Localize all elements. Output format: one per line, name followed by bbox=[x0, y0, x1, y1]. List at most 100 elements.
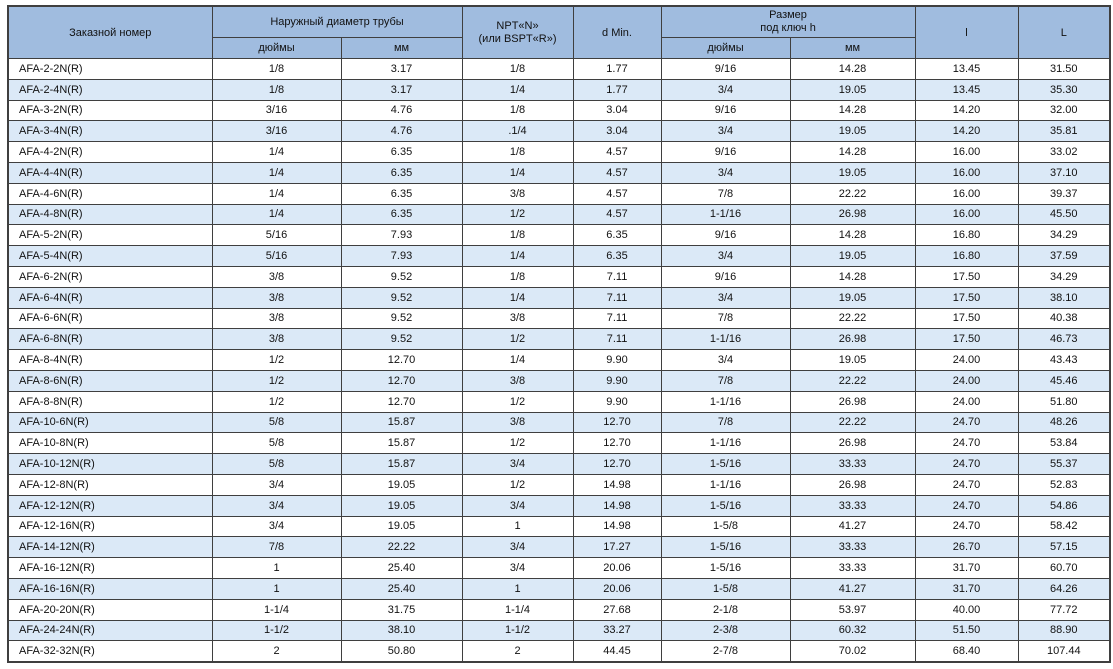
header-l-lower: l bbox=[914, 5, 1019, 59]
value-cell: 24.70 bbox=[914, 515, 1019, 538]
value-cell: 2 bbox=[461, 640, 574, 663]
value-cell: 1/4 bbox=[461, 161, 574, 184]
order-number-cell: AFA-6-6N(R) bbox=[7, 307, 213, 330]
value-cell: 1-1/16 bbox=[660, 203, 791, 226]
table-row: AFA-6-6N(R) 3/8 9.52 3/8 7.11 7/8 22.22 17.50 40… bbox=[7, 307, 1111, 330]
value-cell: 3/8 bbox=[211, 307, 342, 330]
value-cell: 9.90 bbox=[572, 369, 662, 392]
header-outer-diameter-inches: дюймы bbox=[211, 37, 342, 59]
order-number-cell: AFA-10-12N(R) bbox=[7, 453, 213, 475]
value-cell: 22.22 bbox=[789, 411, 916, 434]
value-cell: 57.15 bbox=[1017, 536, 1111, 559]
value-cell: 40.00 bbox=[914, 598, 1019, 621]
value-cell: 22.22 bbox=[789, 307, 916, 330]
value-cell: 107.44 bbox=[1017, 640, 1111, 663]
value-cell: 16.00 bbox=[914, 141, 1019, 163]
table-row: AFA-24-24N(R) 1-1/2 38.10 1-1/2 33.27 2-3/8 60… bbox=[7, 619, 1111, 642]
value-cell: 17.50 bbox=[914, 265, 1019, 288]
value-cell: 19.05 bbox=[340, 515, 463, 538]
order-number-cell: AFA-4-4N(R) bbox=[7, 161, 213, 184]
value-cell: 14.20 bbox=[914, 99, 1019, 122]
value-cell: 1/8 bbox=[211, 78, 342, 101]
value-cell: 26.70 bbox=[914, 536, 1019, 559]
value-cell: 60.32 bbox=[789, 619, 916, 642]
value-cell: 1/2 bbox=[211, 390, 342, 413]
value-cell: 1/8 bbox=[211, 58, 342, 80]
value-cell: 24.70 bbox=[914, 432, 1019, 455]
value-cell: 15.87 bbox=[340, 453, 463, 475]
value-cell: 1/8 bbox=[461, 58, 574, 80]
value-cell: 26.98 bbox=[789, 432, 916, 455]
value-cell: 3/4 bbox=[461, 536, 574, 559]
value-cell: 6.35 bbox=[340, 161, 463, 184]
value-cell: 22.22 bbox=[789, 369, 916, 392]
order-number-cell: AFA-24-24N(R) bbox=[7, 619, 213, 642]
value-cell: 17.50 bbox=[914, 328, 1019, 351]
value-cell: 9/16 bbox=[660, 99, 791, 122]
table-row: AFA-4-2N(R) 1/4 6.35 1/8 4.57 9/16 14.28 16.00 3… bbox=[7, 141, 1111, 163]
value-cell: 12.70 bbox=[572, 411, 662, 434]
value-cell: 16.80 bbox=[914, 224, 1019, 247]
value-cell: 58.42 bbox=[1017, 515, 1111, 538]
value-cell: 41.27 bbox=[789, 577, 916, 600]
table-row: AFA-8-4N(R) 1/2 12.70 1/4 9.90 3/4 19.05 24.00 4… bbox=[7, 349, 1111, 371]
value-cell: 3.04 bbox=[572, 99, 662, 122]
value-cell: 37.59 bbox=[1017, 245, 1111, 267]
value-cell: 3/4 bbox=[211, 473, 342, 496]
value-cell: 3/4 bbox=[660, 161, 791, 184]
order-number-cell: AFA-2-4N(R) bbox=[7, 78, 213, 101]
value-cell: 16.00 bbox=[914, 161, 1019, 184]
value-cell: 1 bbox=[461, 515, 574, 538]
afa-fittings-table: Заказной номер Наружный диаметр трубы NP… bbox=[7, 5, 1112, 664]
value-cell: 33.33 bbox=[789, 453, 916, 475]
table-row: AFA-8-6N(R) 1/2 12.70 3/8 9.90 7/8 22.22 24.00 4… bbox=[7, 369, 1111, 392]
header-outer-diameter-group: Наружный диаметр трубы bbox=[211, 5, 463, 38]
value-cell: 13.45 bbox=[914, 58, 1019, 80]
value-cell: 16.80 bbox=[914, 245, 1019, 267]
value-cell: 1-5/16 bbox=[660, 536, 791, 559]
table-row: AFA-10-12N(R) 5/8 15.87 3/4 12.70 1-5/16 33.33… bbox=[7, 453, 1111, 475]
value-cell: 37.10 bbox=[1017, 161, 1111, 184]
value-cell: 15.87 bbox=[340, 411, 463, 434]
value-cell: 1/2 bbox=[211, 349, 342, 371]
value-cell: 22.22 bbox=[340, 536, 463, 559]
value-cell: 5/8 bbox=[211, 411, 342, 434]
value-cell: 3/4 bbox=[660, 78, 791, 101]
value-cell: 45.50 bbox=[1017, 203, 1111, 226]
value-cell: 4.57 bbox=[572, 141, 662, 163]
value-cell: 3/4 bbox=[660, 286, 791, 309]
value-cell: 9/16 bbox=[660, 224, 791, 247]
value-cell: 33.33 bbox=[789, 494, 916, 517]
value-cell: 48.26 bbox=[1017, 411, 1111, 434]
value-cell: 1-5/8 bbox=[660, 515, 791, 538]
value-cell: 3/4 bbox=[660, 245, 791, 267]
table-body: AFA-2-2N(R) 1/8 3.17 1/8 1.77 9/16 14.28 13.45 3… bbox=[7, 58, 1111, 663]
value-cell: 17.50 bbox=[914, 307, 1019, 330]
table-row: AFA-4-6N(R) 1/4 6.35 3/8 4.57 7/8 22.22 16.00 39… bbox=[7, 182, 1111, 205]
value-cell: 3/4 bbox=[211, 515, 342, 538]
value-cell: 7/8 bbox=[660, 307, 791, 330]
value-cell: 9.90 bbox=[572, 349, 662, 371]
value-cell: 14.28 bbox=[789, 99, 916, 122]
value-cell: 14.28 bbox=[789, 265, 916, 288]
value-cell: 64.26 bbox=[1017, 577, 1111, 600]
table-row: AFA-2-4N(R) 1/8 3.17 1/4 1.77 3/4 19.05 13.45 35… bbox=[7, 78, 1111, 101]
value-cell: 1-1/4 bbox=[461, 598, 574, 621]
value-cell: 2 bbox=[211, 640, 342, 663]
value-cell: 1/4 bbox=[211, 141, 342, 163]
order-number-cell: AFA-12-12N(R) bbox=[7, 494, 213, 517]
value-cell: 60.70 bbox=[1017, 557, 1111, 579]
value-cell: 53.84 bbox=[1017, 432, 1111, 455]
value-cell: 1/2 bbox=[461, 328, 574, 351]
value-cell: 51.50 bbox=[914, 619, 1019, 642]
value-cell: 3/4 bbox=[461, 453, 574, 475]
table-row: AFA-6-8N(R) 3/8 9.52 1/2 7.11 1-1/16 26.98 17.5… bbox=[7, 328, 1111, 351]
value-cell: 12.70 bbox=[340, 369, 463, 392]
value-cell: 16.00 bbox=[914, 203, 1019, 226]
value-cell: 24.00 bbox=[914, 349, 1019, 371]
value-cell: 77.72 bbox=[1017, 598, 1111, 621]
value-cell: 7/8 bbox=[660, 182, 791, 205]
order-number-cell: AFA-16-12N(R) bbox=[7, 557, 213, 579]
value-cell: 1/2 bbox=[461, 203, 574, 226]
header-l-upper: L bbox=[1017, 5, 1111, 59]
